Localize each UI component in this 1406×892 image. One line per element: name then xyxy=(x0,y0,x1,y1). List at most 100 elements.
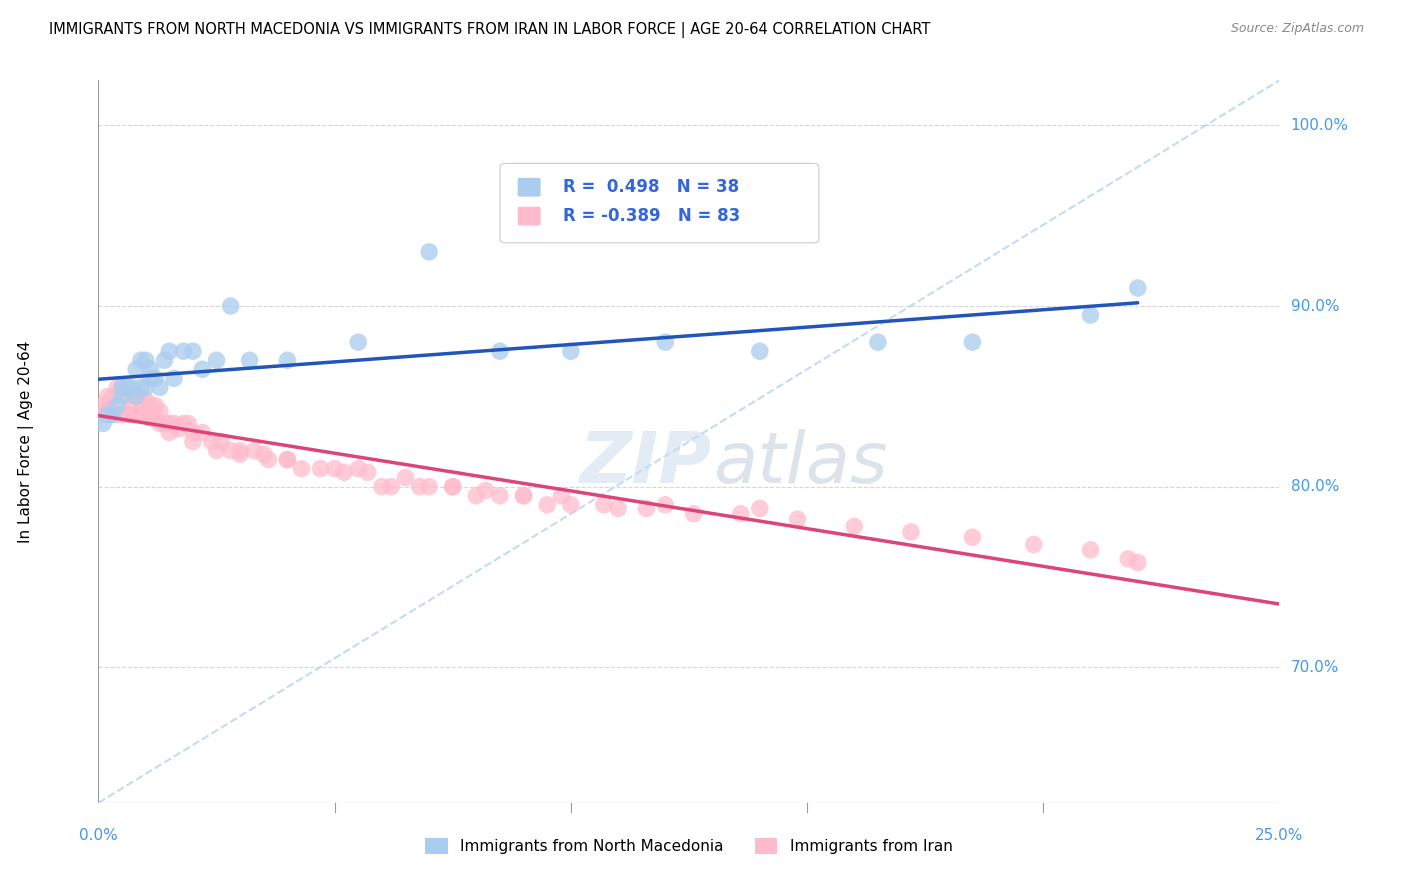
Point xyxy=(1126,556,1149,570)
Text: 90.0%: 90.0% xyxy=(1291,299,1339,314)
Point xyxy=(135,408,157,422)
Point xyxy=(129,408,152,422)
Text: atlas: atlas xyxy=(713,429,887,498)
Point xyxy=(91,417,114,431)
Point xyxy=(111,380,134,394)
Point xyxy=(181,434,204,449)
Point xyxy=(290,461,312,475)
Point xyxy=(347,335,370,350)
Point xyxy=(97,408,120,422)
Point xyxy=(219,443,242,458)
Point xyxy=(418,244,440,259)
Point xyxy=(97,389,120,403)
Point xyxy=(91,398,114,412)
Point xyxy=(149,404,172,418)
Point xyxy=(408,480,430,494)
Point xyxy=(129,380,152,394)
Point xyxy=(139,398,162,412)
Point xyxy=(105,380,128,394)
Text: ZIP: ZIP xyxy=(581,429,713,498)
Point xyxy=(243,443,266,458)
Point xyxy=(125,362,148,376)
Point xyxy=(157,417,180,431)
Point xyxy=(748,501,770,516)
Point xyxy=(323,461,346,475)
Point xyxy=(229,443,252,458)
Point xyxy=(205,443,228,458)
Point xyxy=(347,461,370,475)
Point xyxy=(111,389,134,403)
Point xyxy=(149,417,172,431)
Point xyxy=(177,417,200,431)
Point xyxy=(91,408,114,422)
Point xyxy=(371,480,394,494)
Point xyxy=(1080,308,1102,322)
Point xyxy=(560,344,582,359)
Point xyxy=(172,344,194,359)
Point xyxy=(380,480,402,494)
Point xyxy=(253,447,276,461)
Point xyxy=(441,480,464,494)
Point xyxy=(276,452,298,467)
Point xyxy=(309,461,332,475)
Point xyxy=(748,344,770,359)
Text: 70.0%: 70.0% xyxy=(1291,660,1339,675)
Point xyxy=(333,465,356,479)
Point xyxy=(139,371,162,385)
Point xyxy=(181,425,204,440)
Point xyxy=(149,380,172,394)
Point xyxy=(1116,552,1139,566)
Point xyxy=(121,398,143,412)
Point xyxy=(219,299,242,313)
Point xyxy=(536,498,558,512)
Point xyxy=(465,489,488,503)
Point xyxy=(636,501,658,516)
Point xyxy=(129,353,152,368)
Point xyxy=(167,422,190,436)
Point xyxy=(139,362,162,376)
Point xyxy=(143,371,166,385)
Text: R = -0.389   N = 83: R = -0.389 N = 83 xyxy=(562,207,740,225)
Point xyxy=(357,465,380,479)
Point xyxy=(786,512,808,526)
Point xyxy=(489,489,512,503)
Point xyxy=(163,371,186,385)
Point xyxy=(276,452,298,467)
Point xyxy=(844,519,866,533)
Point xyxy=(489,344,512,359)
Point xyxy=(115,389,138,403)
Point xyxy=(512,489,534,503)
Text: R =  0.498   N = 38: R = 0.498 N = 38 xyxy=(562,178,738,196)
Point xyxy=(962,335,984,350)
Point xyxy=(962,530,984,544)
Text: IMMIGRANTS FROM NORTH MACEDONIA VS IMMIGRANTS FROM IRAN IN LABOR FORCE | AGE 20-: IMMIGRANTS FROM NORTH MACEDONIA VS IMMIG… xyxy=(49,22,931,38)
Point xyxy=(191,425,214,440)
Point xyxy=(135,380,157,394)
Point xyxy=(654,498,676,512)
Point xyxy=(129,392,152,407)
Point xyxy=(560,498,582,512)
Point xyxy=(201,434,224,449)
FancyBboxPatch shape xyxy=(501,163,818,243)
Point xyxy=(139,411,162,425)
Point xyxy=(101,408,124,422)
Point xyxy=(153,417,176,431)
Point xyxy=(115,408,138,422)
Point xyxy=(1022,537,1045,551)
Point xyxy=(550,489,572,503)
Point xyxy=(105,408,128,422)
Point xyxy=(121,380,143,394)
Point xyxy=(135,353,157,368)
Point xyxy=(418,480,440,494)
Point xyxy=(682,507,704,521)
Text: 0.0%: 0.0% xyxy=(79,828,118,843)
Text: In Labor Force | Age 20-64: In Labor Force | Age 20-64 xyxy=(18,341,34,542)
Text: Source: ZipAtlas.com: Source: ZipAtlas.com xyxy=(1230,22,1364,36)
Point xyxy=(101,408,124,422)
Legend: Immigrants from North Macedonia, Immigrants from Iran: Immigrants from North Macedonia, Immigra… xyxy=(419,832,959,860)
Point xyxy=(135,392,157,407)
Point xyxy=(276,353,298,368)
Point xyxy=(181,344,204,359)
Point xyxy=(125,389,148,403)
Point xyxy=(143,398,166,412)
